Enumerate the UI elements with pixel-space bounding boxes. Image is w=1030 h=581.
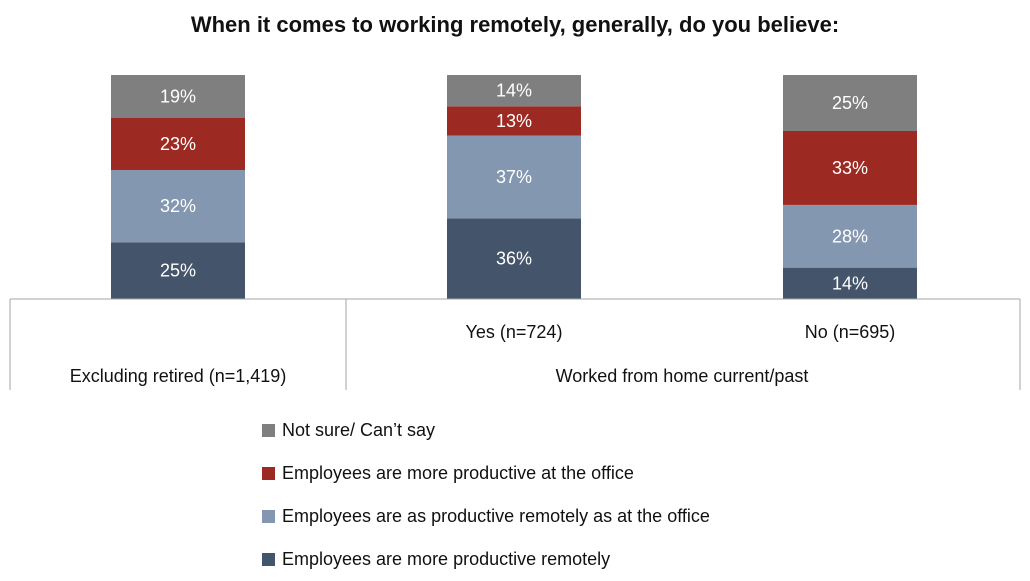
group-label: Worked from home current/past [556,366,809,386]
bar-segment [447,106,581,136]
legend-item: Not sure/ Can’t say [262,409,710,452]
bar-segment [111,117,245,171]
bar-segment [783,131,917,205]
data-label: 14% [832,273,868,293]
data-label: 14% [496,81,532,101]
legend-label: Employees are more productive at the off… [282,463,634,483]
bar-segment [447,75,581,107]
bar-segment [447,135,581,219]
data-label: 23% [160,134,196,154]
legend-item: Employees are as productive remotely as … [262,495,710,538]
data-label: 19% [160,86,196,106]
legend-item: Employees are more productive at the off… [262,452,710,495]
bar-segment [111,75,245,118]
data-label: 25% [160,261,196,281]
data-label: 32% [160,196,196,216]
data-label: 37% [496,167,532,187]
bar-segment [447,218,581,299]
bar-segment [111,242,245,299]
legend-swatch [262,424,275,437]
bar-segment [111,170,245,243]
data-label: 25% [832,93,868,113]
data-label: 28% [832,226,868,246]
data-label: 36% [496,249,532,269]
bar-segment [783,267,917,299]
category-label: Excluding retired (n=1,419) [70,366,287,386]
legend-swatch [262,553,275,566]
category-label: No (n=695) [805,322,896,342]
legend-label: Not sure/ Can’t say [282,420,436,440]
legend-swatch [262,467,275,480]
legend-item: Employees are more productive remotely [262,538,710,581]
data-label: 13% [496,111,532,131]
legend: Not sure/ Can’t say Employees are more pr… [262,409,710,581]
chart-title: When it comes to working remotely, gener… [190,12,840,37]
bar-segment [783,204,917,268]
legend-label: Employees are as productive remotely as … [282,506,710,526]
data-label: 33% [832,158,868,178]
legend-swatch [262,510,275,523]
legend-label: Employees are more productive remotely [282,549,611,569]
category-label: Yes (n=724) [466,322,563,342]
bar-segment [783,75,917,131]
